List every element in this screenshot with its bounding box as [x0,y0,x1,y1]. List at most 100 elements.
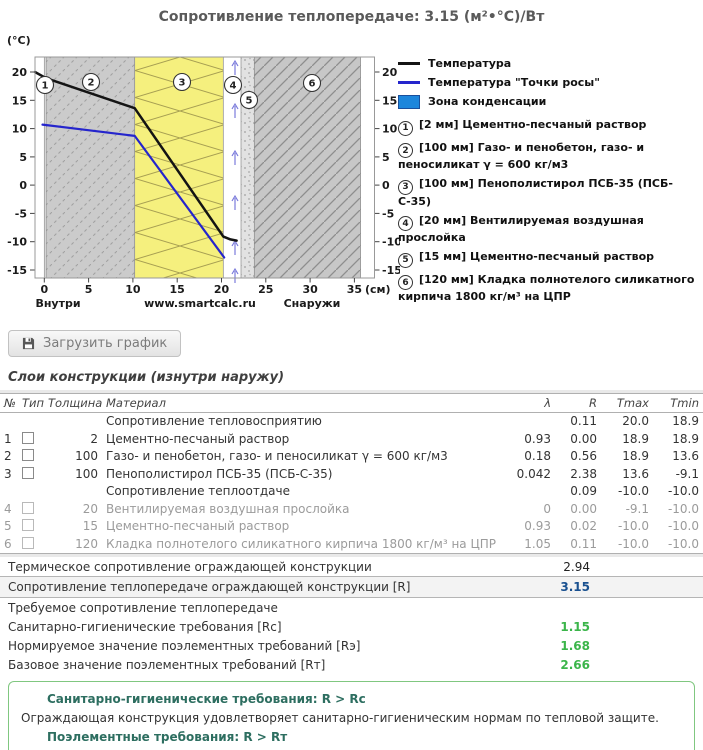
legend-entry: Температура [398,54,698,73]
summary-value: 1.15 [560,619,590,634]
summary-row: Требуемое сопротивление теплопередаче [0,598,703,617]
summary-value: 2.66 [560,657,590,672]
legend-layer-label: [20 мм] Вентилируемая воздушная прослойк… [398,213,644,244]
svg-text:35: 35 [347,283,362,296]
table-header-row: № Тип Толщина Материал λ R Tmax Tmin [0,393,703,413]
legend-layer-label: [120 мм] Кладка полнотелого силикатного … [398,272,695,303]
cell-material: Цементно-песчаный раствор [106,519,290,533]
cell-type [18,448,44,466]
col-type: Тип [18,393,44,413]
legend-layer-6: 6 [120 мм] Кладка полнотелого силикатного… [398,273,698,305]
svg-text:5: 5 [85,283,93,296]
cell-tmin: 18.9 [672,431,699,446]
cell-type [18,466,44,484]
cell-r: 0.56 [570,449,597,463]
summary-label: Требуемое сопротивление теплопередаче [8,600,278,615]
legend-layer-number: 4 [398,216,413,231]
cell-type [18,483,44,501]
svg-text:-10: -10 [382,236,400,249]
table-row: Сопротивление теплоотдаче 0.09 -10.0 -10.0 [0,483,703,501]
cell-lambda: 1.05 [524,536,551,551]
cell-thickness [44,483,102,501]
site-watermark: www.smartcalc.ru [144,297,256,310]
summary-value: 2.94 [563,559,590,574]
table-row: Сопротивление тепловосприятию 0.11 20.0 18.… [0,413,703,431]
layer-checkbox[interactable] [22,501,34,514]
cell-r: 0.11 [570,536,597,551]
layer-checkbox[interactable] [22,519,34,531]
svg-text:3: 3 [179,78,186,89]
legend-entry: Зона конденсации [398,92,698,111]
col-lambda: λ [497,393,555,413]
svg-text:10: 10 [12,123,28,136]
svg-text:0: 0 [382,179,390,192]
legend-layer-label: [2 мм] Цементно-песчаный раствор [419,118,647,131]
y-axis-unit: (°С) [7,34,31,47]
cell-r: 0.00 [570,501,597,516]
page-title: Сопротивление теплопередаче: 3.15 (м²•°С… [158,9,545,25]
layer-checkbox[interactable] [22,536,34,549]
table-row: 3 100 Пенополистирол ПСБ-35 (ПСБ-С-35) 0.04… [0,466,703,484]
cell-type [18,536,44,554]
cell-material: Кладка полнотелого силикатного кирпича 1… [106,536,497,551]
cell-material: Цементно-песчаный раствор [106,431,290,446]
col-tmin: Tmin [653,393,703,413]
cell-tmax: -10.0 [617,536,649,551]
legend-layer-5: 5 [15 мм] Цементно-песчаный раствор [398,250,698,268]
svg-text:-5: -5 [15,207,27,220]
svg-text:-15: -15 [382,264,400,277]
layer-marker-6 [302,73,322,93]
layer-marker-2 [81,72,101,92]
cell-thickness [44,413,102,431]
cell-tmax: 20.0 [622,414,649,428]
layer-checkbox[interactable] [22,466,34,479]
svg-text:0: 0 [19,179,27,192]
cell-tmax: -9.1 [625,501,649,516]
cell-tmax: 13.6 [622,466,649,481]
cell-lambda: 0 [543,501,551,516]
legend-layer-number: 5 [398,252,413,268]
save-icon [22,337,35,350]
svg-text:20: 20 [12,66,28,79]
legend-layer-number: 3 [398,179,413,195]
cell-tmin: 13.6 [672,449,699,463]
download-chart-button[interactable]: Загрузить график [8,330,182,357]
chart-area: 1 2 3 4 5 6 20 20 15 15 10 10 5 5 0 0 -5 -5 -10 -10 -15 -15 0 5… [0,30,703,318]
table-row: 5 15 Цементно-песчаный раствор 0.93 0.02 -10.… [0,518,703,536]
legend-layer-2: 2 [100 мм] Газо- и пенобетон, газо- и пен… [398,141,698,173]
summary-top-band [0,554,703,557]
svg-text:5: 5 [19,151,27,164]
layer-checkbox[interactable] [22,431,34,444]
svg-text:6: 6 [309,79,316,90]
cell-num [0,413,18,431]
col-material: Материал [102,393,497,413]
layer-checkbox[interactable] [22,449,34,461]
layer-marker-3 [172,72,192,92]
legend-layer-label: [15 мм] Цементно-песчаный раствор [419,250,655,263]
svg-text:5: 5 [246,96,253,107]
cell-tmin: -10.0 [667,501,699,516]
col-thickness: Толщина [44,393,102,413]
layer-marker-4 [223,75,243,95]
svg-text:-10: -10 [7,236,27,249]
layer-3 [134,57,224,278]
cell-type [18,518,44,536]
cell-thickness: 100 [75,466,98,481]
cell-num: 3 [4,466,12,481]
cell-num: 2 [4,449,12,463]
cell-thickness: 15 [82,519,98,533]
cell-num: 6 [4,536,12,551]
legend-layer-1: 1 [2 мм] Цементно-песчаный раствор [398,118,698,136]
cell-material: Сопротивление теплоотдаче [106,484,290,498]
cell-tmax: 18.9 [622,449,649,463]
cell-tmin: 18.9 [672,414,699,428]
layer-1 [44,57,47,278]
cell-num [0,483,18,501]
svg-text:-15: -15 [7,264,27,277]
legend-layer-3: 3 [100 мм] Пенополистирол ПСБ-35 (ПСБ-С-3… [398,177,698,209]
legend-entry: Температура "Точки росы" [398,73,698,92]
layers-table: № Тип Толщина Материал λ R Tmax Tmin Соп… [0,393,703,554]
svg-text:5: 5 [382,151,390,164]
col-tmax: Tmax [601,393,653,413]
